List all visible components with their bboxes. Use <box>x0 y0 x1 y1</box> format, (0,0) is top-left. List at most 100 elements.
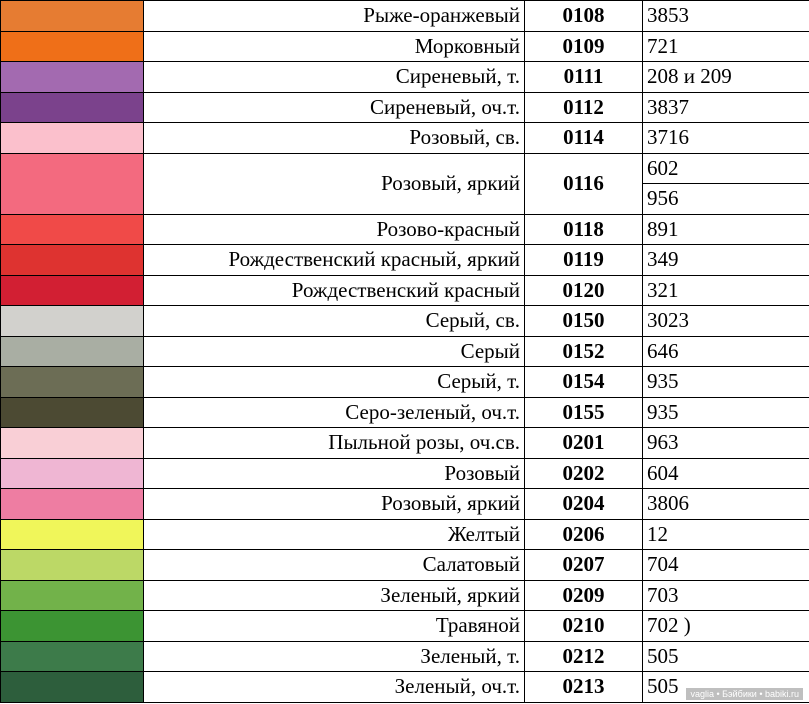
dmc-number: 505 <box>642 671 809 703</box>
table-row: Серый, св. 0150 3023 <box>0 305 809 337</box>
color-name: Зеленый, оч.т. <box>143 671 525 703</box>
dmc-number: 956 <box>642 183 809 215</box>
color-name: Салатовый <box>143 549 525 581</box>
table-row: Рождественский красный, яркий 0119 349 <box>0 244 809 276</box>
color-code: 0154 <box>524 366 643 398</box>
dmc-number: 602 <box>642 152 809 184</box>
table-row: Розовый 0202 604 <box>0 457 809 489</box>
color-name: Зеленый, т. <box>143 640 525 672</box>
color-code: 0152 <box>524 335 643 367</box>
color-swatch <box>0 152 144 215</box>
color-swatch <box>0 671 144 703</box>
color-code: 0108 <box>524 0 643 32</box>
color-name: Серый, св. <box>143 305 525 337</box>
color-name: Розовый, яркий <box>143 488 525 520</box>
color-code: 0119 <box>524 244 643 276</box>
color-swatch <box>0 61 144 93</box>
color-code: 0116 <box>524 152 643 215</box>
color-swatch <box>0 488 144 520</box>
table-row: Зеленый, яркий 0209 703 <box>0 579 809 611</box>
color-name: Пыльной розы, оч.св. <box>143 427 525 459</box>
table-row: Зеленый, оч.т. 0213 505 <box>0 671 809 703</box>
color-swatch <box>0 457 144 489</box>
color-swatch <box>0 427 144 459</box>
dmc-number: 703 <box>642 579 809 611</box>
dmc-number: 349 <box>642 244 809 276</box>
table-row: Зеленый, т. 0212 505 <box>0 640 809 672</box>
table-row: Морковный 0109 721 <box>0 30 809 62</box>
color-name: Сиреневый, т. <box>143 61 525 93</box>
color-name: Рыже-оранжевый <box>143 0 525 32</box>
table-row: Желтый 0206 12 <box>0 518 809 550</box>
dmc-number: 702 ) <box>642 610 809 642</box>
color-swatch <box>0 30 144 62</box>
color-swatch <box>0 91 144 123</box>
color-name: Рождественский красный <box>143 274 525 306</box>
color-code: 0206 <box>524 518 643 550</box>
color-code: 0201 <box>524 427 643 459</box>
table-row: Рыже-оранжевый 0108 3853 <box>0 0 809 32</box>
color-swatch <box>0 640 144 672</box>
color-name: Серый, т. <box>143 366 525 398</box>
dmc-number: 3023 <box>642 305 809 337</box>
dmc-number: 891 <box>642 213 809 245</box>
watermark: vaglia • Бэйбики • babiki.ru <box>686 688 803 700</box>
color-swatch <box>0 549 144 581</box>
color-name: Желтый <box>143 518 525 550</box>
dmc-number: 704 <box>642 549 809 581</box>
color-code: 0204 <box>524 488 643 520</box>
table-row: Серый 0152 646 <box>0 335 809 367</box>
table-row: Розовый, яркий 0204 3806 <box>0 488 809 520</box>
color-name: Серо-зеленый, оч.т. <box>143 396 525 428</box>
table-row: 956 <box>1 183 809 215</box>
color-code: 0202 <box>524 457 643 489</box>
color-code: 0111 <box>524 61 643 93</box>
color-swatch <box>0 366 144 398</box>
table-row: Сиреневый, оч.т. 0112 3837 <box>0 91 809 123</box>
color-swatch <box>0 305 144 337</box>
color-swatch <box>0 244 144 276</box>
color-code: 0155 <box>524 396 643 428</box>
dmc-number: 3837 <box>642 91 809 123</box>
color-swatch <box>0 0 144 32</box>
color-name: Розовый, яркий <box>143 152 525 215</box>
color-swatch <box>0 518 144 550</box>
color-code: 0112 <box>524 91 643 123</box>
color-swatch <box>0 579 144 611</box>
color-code: 0109 <box>524 30 643 62</box>
dmc-number: 963 <box>642 427 809 459</box>
color-swatch <box>0 122 144 154</box>
color-name: Морковный <box>143 30 525 62</box>
dmc-number: 3716 <box>642 122 809 154</box>
color-code: 0114 <box>524 122 643 154</box>
color-swatch <box>0 213 144 245</box>
table-row: Розово-красный 0118 891 <box>0 213 809 245</box>
table-row: Розовый, св. 0114 3716 <box>0 122 809 154</box>
table-row: Пыльной розы, оч.св. 0201 963 <box>0 427 809 459</box>
color-swatch <box>0 396 144 428</box>
color-name: Розово-красный <box>143 213 525 245</box>
color-code: 0213 <box>524 671 643 703</box>
table-row: Серо-зеленый, оч.т. 0155 935 <box>0 396 809 428</box>
table-row: Сиреневый, т. 0111 208 и 209 <box>0 61 809 93</box>
color-swatch <box>0 335 144 367</box>
dmc-number: 646 <box>642 335 809 367</box>
dmc-number: 721 <box>642 30 809 62</box>
color-name: Зеленый, яркий <box>143 579 525 611</box>
color-swatch <box>0 274 144 306</box>
color-swatch <box>0 610 144 642</box>
table-row: Травяной 0210 702 ) <box>0 610 809 642</box>
table-row: Салатовый 0207 704 <box>0 549 809 581</box>
color-code: 0118 <box>524 213 643 245</box>
dmc-number: 3853 <box>642 0 809 32</box>
dmc-number: 208 и 209 <box>642 61 809 93</box>
color-code: 0120 <box>524 274 643 306</box>
color-name: Розовый, св. <box>143 122 525 154</box>
dmc-number: 935 <box>642 396 809 428</box>
dmc-number: 12 <box>642 518 809 550</box>
table-row: Серый, т. 0154 935 <box>0 366 809 398</box>
dmc-number: 604 <box>642 457 809 489</box>
color-code: 0150 <box>524 305 643 337</box>
